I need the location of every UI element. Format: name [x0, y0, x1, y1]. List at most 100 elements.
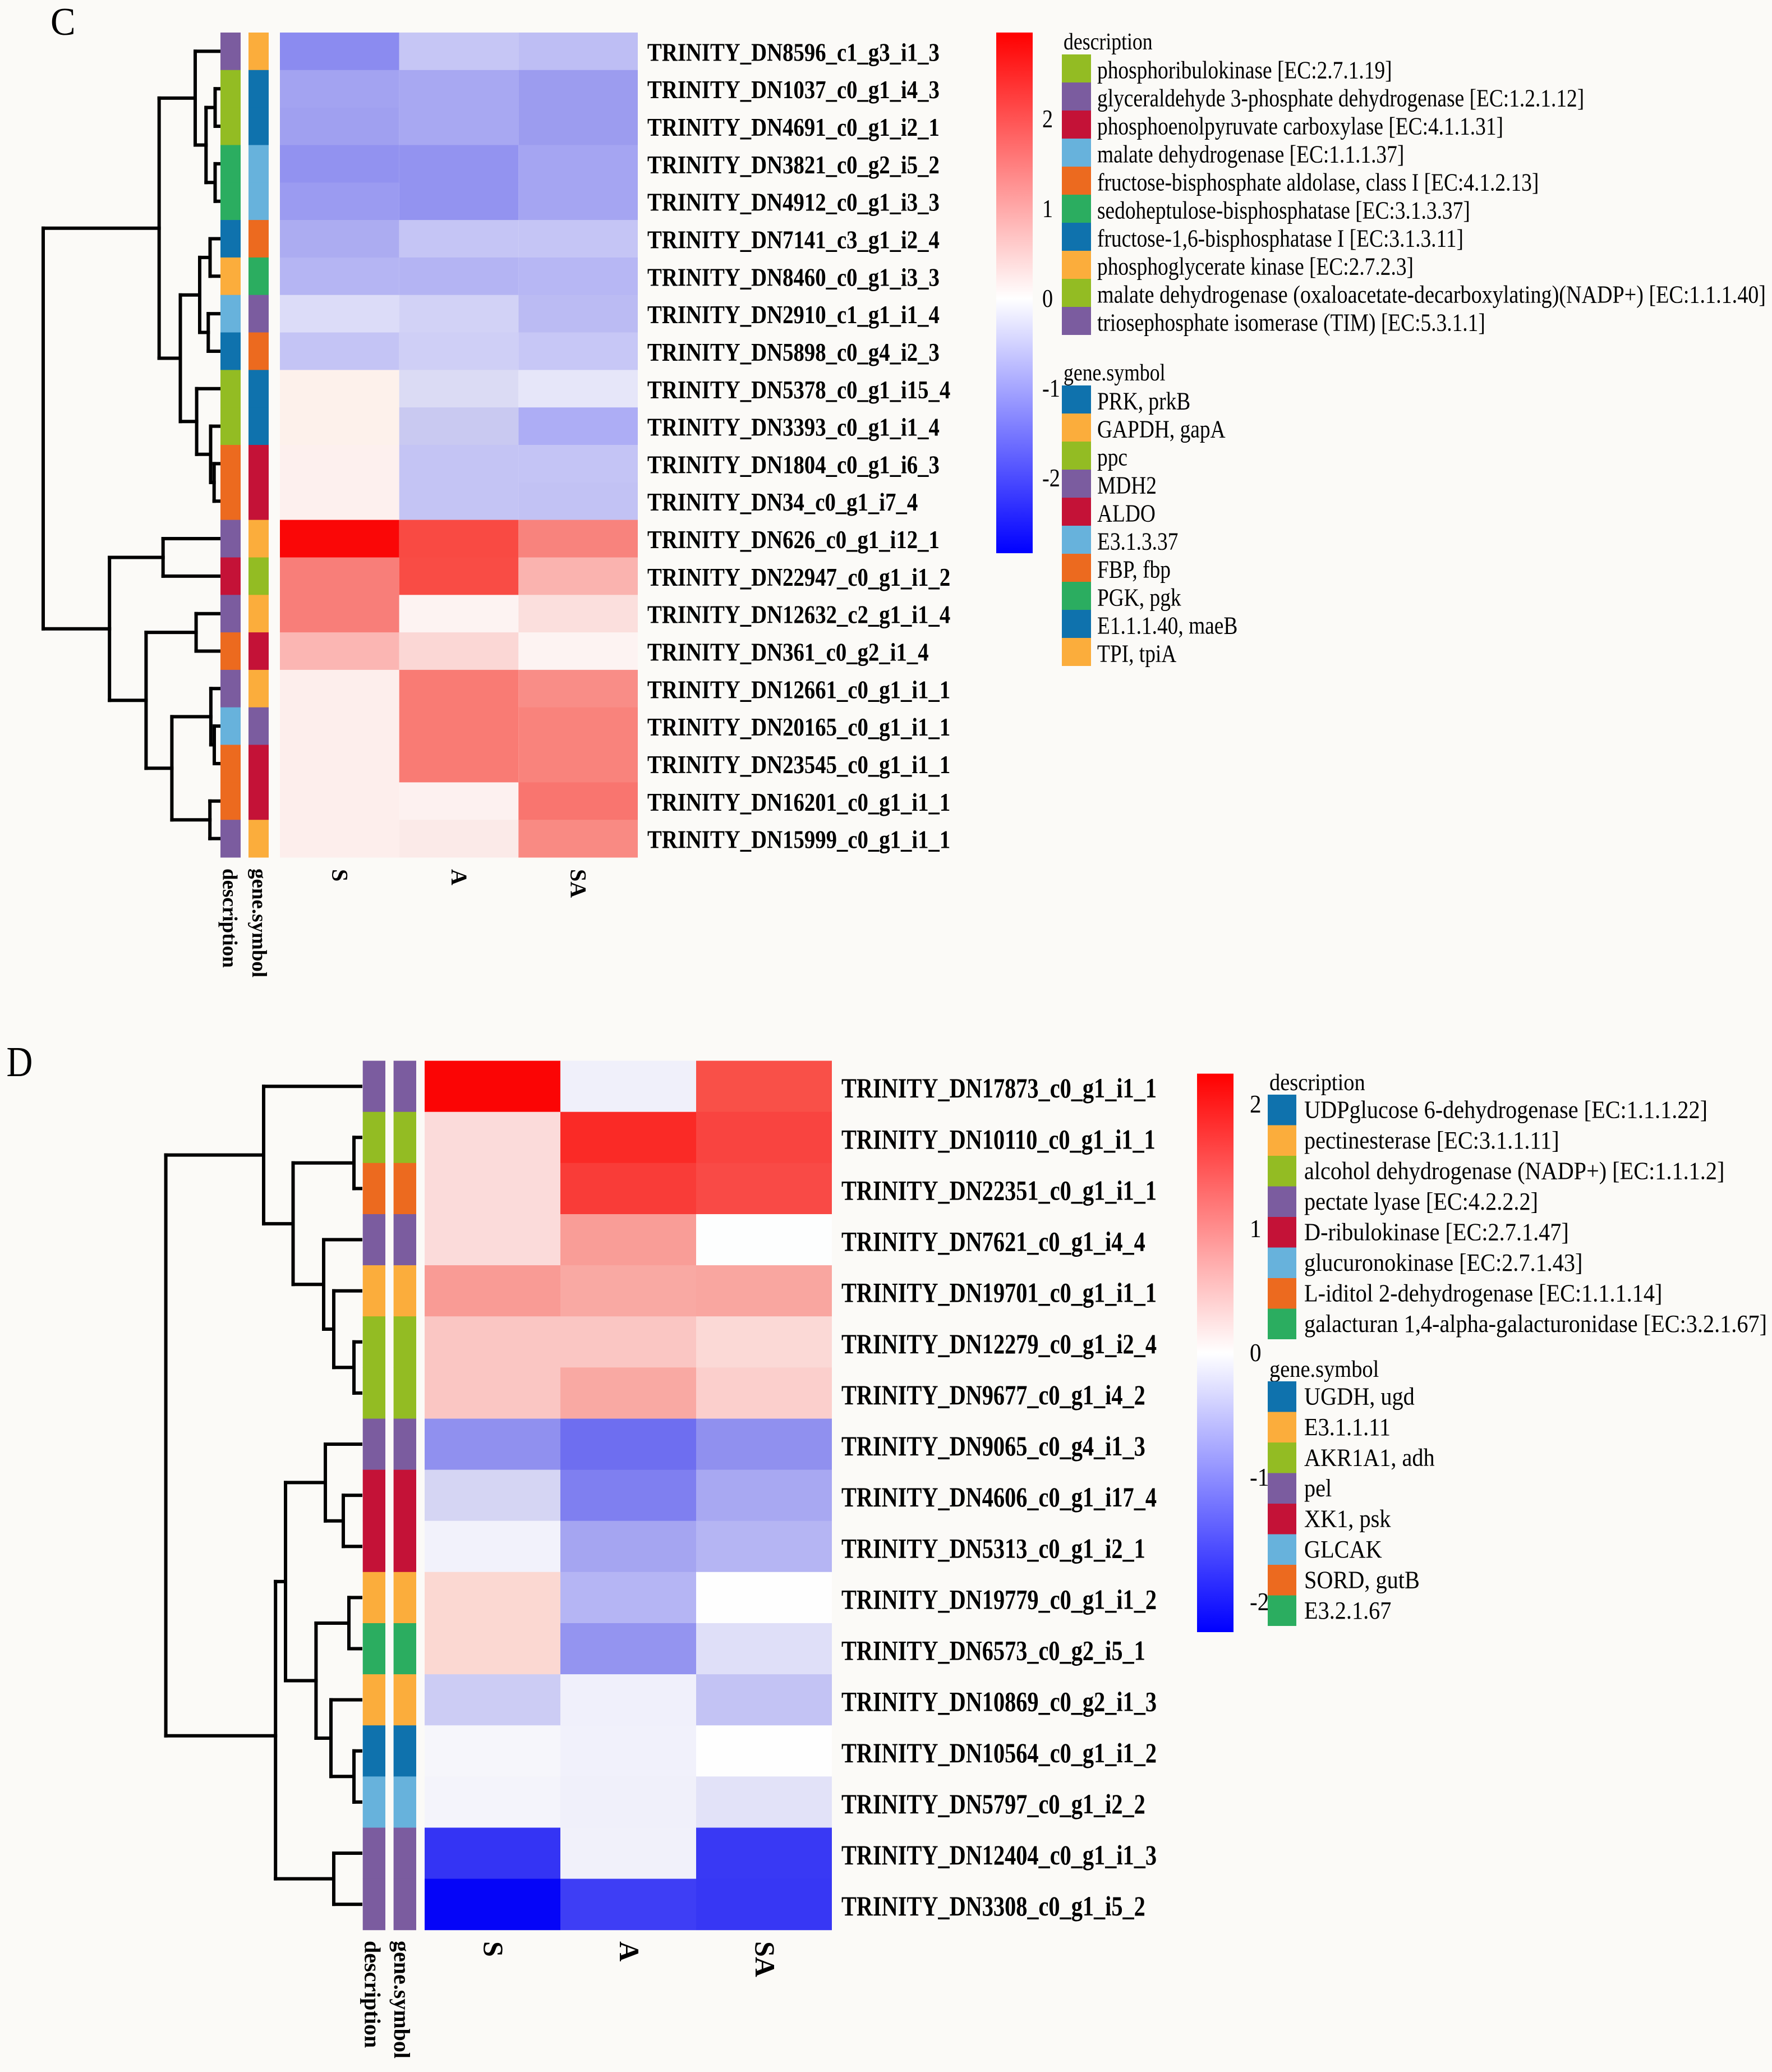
svg-text:GLCAK: GLCAK: [1304, 1536, 1382, 1563]
svg-text:TRINITY_DN9677_c0_g1_i4_2: TRINITY_DN9677_c0_g1_i4_2: [841, 1379, 1145, 1411]
svg-text:gene.symbol: gene.symbol: [1269, 1357, 1379, 1382]
svg-text:pel: pel: [1304, 1474, 1332, 1502]
svg-text:sedoheptulose-bisphosphatase [: sedoheptulose-bisphosphatase [EC:3.1.3.3…: [1097, 197, 1470, 224]
svg-text:TRINITY_DN22351_c0_g1_i1_1: TRINITY_DN22351_c0_g1_i1_1: [841, 1174, 1157, 1206]
svg-text:UDPglucose 6-dehydrogenase [EC: UDPglucose 6-dehydrogenase [EC:1.1.1.22]: [1304, 1096, 1707, 1124]
svg-text:description: description: [360, 1941, 385, 2048]
svg-text:TRINITY_DN5313_c0_g1_i2_1: TRINITY_DN5313_c0_g1_i2_1: [841, 1532, 1145, 1564]
svg-text:TRINITY_DN10564_c0_g1_i1_2: TRINITY_DN10564_c0_g1_i1_2: [841, 1737, 1157, 1768]
svg-text:TRINITY_DN16201_c0_g1_i1_1: TRINITY_DN16201_c0_g1_i1_1: [647, 788, 950, 816]
svg-text:1: 1: [1250, 1215, 1262, 1243]
svg-text:D: D: [7, 1039, 33, 1086]
svg-text:TRINITY_DN1804_c0_g1_i6_3: TRINITY_DN1804_c0_g1_i6_3: [647, 451, 940, 479]
svg-text:TRINITY_DN5797_c0_g1_i2_2: TRINITY_DN5797_c0_g1_i2_2: [841, 1788, 1145, 1820]
svg-text:1: 1: [1042, 195, 1053, 223]
svg-text:description: description: [1064, 29, 1153, 55]
svg-text:C: C: [50, 1, 76, 44]
svg-text:0: 0: [1250, 1339, 1262, 1367]
svg-text:A: A: [447, 869, 472, 885]
svg-text:-2: -2: [1042, 464, 1060, 492]
svg-text:TRINITY_DN7621_c0_g1_i4_4: TRINITY_DN7621_c0_g1_i4_4: [841, 1226, 1145, 1257]
svg-text:TRINITY_DN4691_c0_g1_i2_1: TRINITY_DN4691_c0_g1_i2_1: [647, 113, 940, 141]
svg-text:TRINITY_DN10869_c0_g2_i1_3: TRINITY_DN10869_c0_g2_i1_3: [841, 1686, 1157, 1717]
svg-text:S: S: [327, 869, 352, 881]
svg-text:TRINITY_DN12632_c2_g1_i1_4: TRINITY_DN12632_c2_g1_i1_4: [647, 601, 950, 629]
svg-text:TRINITY_DN2910_c1_g1_i1_4: TRINITY_DN2910_c1_g1_i1_4: [647, 301, 940, 329]
svg-text:E3.1.1.11: E3.1.1.11: [1304, 1413, 1391, 1441]
svg-text:TRINITY_DN34_c0_g1_i7_4: TRINITY_DN34_c0_g1_i7_4: [647, 488, 918, 516]
svg-text:SA: SA: [566, 869, 591, 898]
svg-text:TPI, tpiA: TPI, tpiA: [1097, 640, 1176, 668]
svg-text:TRINITY_DN3308_c0_g1_i5_2: TRINITY_DN3308_c0_g1_i5_2: [841, 1890, 1145, 1922]
svg-text:gene.symbol: gene.symbol: [1064, 360, 1166, 386]
svg-text:2: 2: [1042, 105, 1053, 133]
svg-text:TRINITY_DN12279_c0_g1_i2_4: TRINITY_DN12279_c0_g1_i2_4: [841, 1328, 1157, 1359]
svg-text:TRINITY_DN19779_c0_g1_i1_2: TRINITY_DN19779_c0_g1_i1_2: [841, 1583, 1157, 1615]
svg-text:TRINITY_DN1037_c0_g1_i4_3: TRINITY_DN1037_c0_g1_i4_3: [647, 76, 940, 104]
svg-text:TRINITY_DN8596_c1_g3_i1_3: TRINITY_DN8596_c1_g3_i1_3: [647, 38, 940, 66]
svg-text:AKR1A1, adh: AKR1A1, adh: [1304, 1444, 1435, 1472]
svg-text:fructose-bisphosphate aldolase: fructose-bisphosphate aldolase, class I …: [1097, 169, 1539, 196]
svg-text:galacturan 1,4-alpha-galacturo: galacturan 1,4-alpha-galacturonidase [EC…: [1304, 1310, 1767, 1338]
svg-text:TRINITY_DN626_c0_g1_i12_1: TRINITY_DN626_c0_g1_i12_1: [647, 526, 940, 554]
svg-text:TRINITY_DN3821_c0_g2_i5_2: TRINITY_DN3821_c0_g2_i5_2: [647, 151, 940, 179]
svg-text:fructose-1,6-bisphosphatase I: fructose-1,6-bisphosphatase I [EC:3.1.3.…: [1097, 225, 1463, 252]
svg-text:TRINITY_DN3393_c0_g1_i1_4: TRINITY_DN3393_c0_g1_i1_4: [647, 414, 940, 442]
svg-text:malate dehydrogenase [EC:1.1.1: malate dehydrogenase [EC:1.1.1.37]: [1097, 141, 1404, 168]
svg-text:glyceraldehyde 3-phosphate deh: glyceraldehyde 3-phosphate dehydrogenase…: [1097, 85, 1584, 112]
svg-text:TRINITY_DN8460_c0_g1_i3_3: TRINITY_DN8460_c0_g1_i3_3: [647, 263, 940, 291]
svg-text:TRINITY_DN19701_c0_g1_i1_1: TRINITY_DN19701_c0_g1_i1_1: [841, 1277, 1157, 1308]
svg-text:phosphoribulokinase [EC:2.7.1.: phosphoribulokinase [EC:2.7.1.19]: [1097, 57, 1392, 84]
svg-text:ppc: ppc: [1097, 444, 1127, 471]
svg-text:GAPDH, gapA: GAPDH, gapA: [1097, 416, 1226, 443]
svg-text:-1: -1: [1042, 374, 1060, 402]
svg-text:TRINITY_DN23545_c0_g1_i1_1: TRINITY_DN23545_c0_g1_i1_1: [647, 751, 950, 779]
svg-text:TRINITY_DN5898_c0_g4_i2_3: TRINITY_DN5898_c0_g4_i2_3: [647, 338, 940, 366]
svg-text:TRINITY_DN4606_c0_g1_i17_4: TRINITY_DN4606_c0_g1_i17_4: [841, 1481, 1157, 1513]
svg-text:description: description: [1269, 1070, 1365, 1096]
svg-text:TRINITY_DN4912_c0_g1_i3_3: TRINITY_DN4912_c0_g1_i3_3: [647, 189, 940, 217]
svg-text:PGK, pgk: PGK, pgk: [1097, 584, 1181, 612]
svg-text:E3.2.1.67: E3.2.1.67: [1304, 1597, 1391, 1624]
svg-text:E3.1.3.37: E3.1.3.37: [1097, 528, 1178, 555]
svg-text:malate dehydrogenase (oxaloace: malate dehydrogenase (oxaloacetate-decar…: [1097, 281, 1766, 309]
svg-text:0: 0: [1042, 284, 1053, 313]
svg-text:TRINITY_DN22947_c0_g1_i1_2: TRINITY_DN22947_c0_g1_i1_2: [647, 563, 950, 591]
svg-text:TRINITY_DN6573_c0_g2_i5_1: TRINITY_DN6573_c0_g2_i5_1: [841, 1635, 1145, 1666]
svg-text:pectate lyase [EC:4.2.2.2]: pectate lyase [EC:4.2.2.2]: [1304, 1188, 1538, 1215]
svg-text:FBP, fbp: FBP, fbp: [1097, 556, 1171, 584]
svg-text:description: description: [218, 869, 241, 968]
svg-text:MDH2: MDH2: [1097, 472, 1157, 499]
svg-text:-1: -1: [1250, 1463, 1269, 1491]
svg-text:SA: SA: [749, 1941, 781, 1977]
svg-text:TRINITY_DN9065_c0_g4_i1_3: TRINITY_DN9065_c0_g4_i1_3: [841, 1430, 1145, 1462]
svg-text:TRINITY_DN17873_c0_g1_i1_1: TRINITY_DN17873_c0_g1_i1_1: [841, 1072, 1157, 1104]
svg-text:XK1, psk: XK1, psk: [1304, 1505, 1391, 1533]
svg-text:phosphoenolpyruvate carboxylas: phosphoenolpyruvate carboxylase [EC:4.1.…: [1097, 113, 1503, 140]
svg-text:gene.symbol: gene.symbol: [247, 869, 270, 977]
svg-text:TRINITY_DN20165_c0_g1_i1_1: TRINITY_DN20165_c0_g1_i1_1: [647, 713, 950, 741]
svg-text:2: 2: [1250, 1090, 1262, 1118]
svg-text:pectinesterase [EC:3.1.1.11]: pectinesterase [EC:3.1.1.11]: [1304, 1127, 1559, 1154]
svg-text:UGDH, ugd: UGDH, ugd: [1304, 1383, 1415, 1411]
svg-text:-2: -2: [1250, 1588, 1269, 1616]
svg-text:phosphoglycerate kinase [EC:2.: phosphoglycerate kinase [EC:2.7.2.3]: [1097, 253, 1414, 281]
svg-text:TRINITY_DN5378_c0_g1_i15_4: TRINITY_DN5378_c0_g1_i15_4: [647, 376, 950, 404]
svg-text:TRINITY_DN361_c0_g2_i1_4: TRINITY_DN361_c0_g2_i1_4: [647, 638, 929, 667]
svg-text:E1.1.1.40, maeB: E1.1.1.40, maeB: [1097, 612, 1237, 640]
svg-text:gene.symbol: gene.symbol: [389, 1941, 415, 2059]
svg-text:TRINITY_DN7141_c3_g1_i2_4: TRINITY_DN7141_c3_g1_i2_4: [647, 226, 940, 254]
svg-text:A: A: [614, 1941, 645, 1961]
svg-text:TRINITY_DN12661_c0_g1_i1_1: TRINITY_DN12661_c0_g1_i1_1: [647, 676, 950, 704]
svg-text:TRINITY_DN12404_c0_g1_i1_3: TRINITY_DN12404_c0_g1_i1_3: [841, 1839, 1157, 1871]
svg-text:alcohol dehydrogenase (NADP+): alcohol dehydrogenase (NADP+) [EC:1.1.1.…: [1304, 1157, 1724, 1185]
svg-text:SORD, gutB: SORD, gutB: [1304, 1566, 1420, 1594]
svg-text:S: S: [478, 1941, 509, 1957]
svg-text:L-iditol 2-dehydrogenase [EC:1: L-iditol 2-dehydrogenase [EC:1.1.1.14]: [1304, 1280, 1662, 1307]
svg-text:ALDO: ALDO: [1097, 500, 1156, 527]
svg-text:TRINITY_DN15999_c0_g1_i1_1: TRINITY_DN15999_c0_g1_i1_1: [647, 826, 950, 854]
svg-text:PRK, prkB: PRK, prkB: [1097, 388, 1190, 415]
svg-text:D-ribulokinase [EC:2.7.1.47]: D-ribulokinase [EC:2.7.1.47]: [1304, 1219, 1569, 1246]
svg-text:glucuronokinase [EC:2.7.1.43]: glucuronokinase [EC:2.7.1.43]: [1304, 1249, 1582, 1276]
svg-text:triosephosphate isomerase (TIM: triosephosphate isomerase (TIM) [EC:5.3.…: [1097, 309, 1485, 337]
